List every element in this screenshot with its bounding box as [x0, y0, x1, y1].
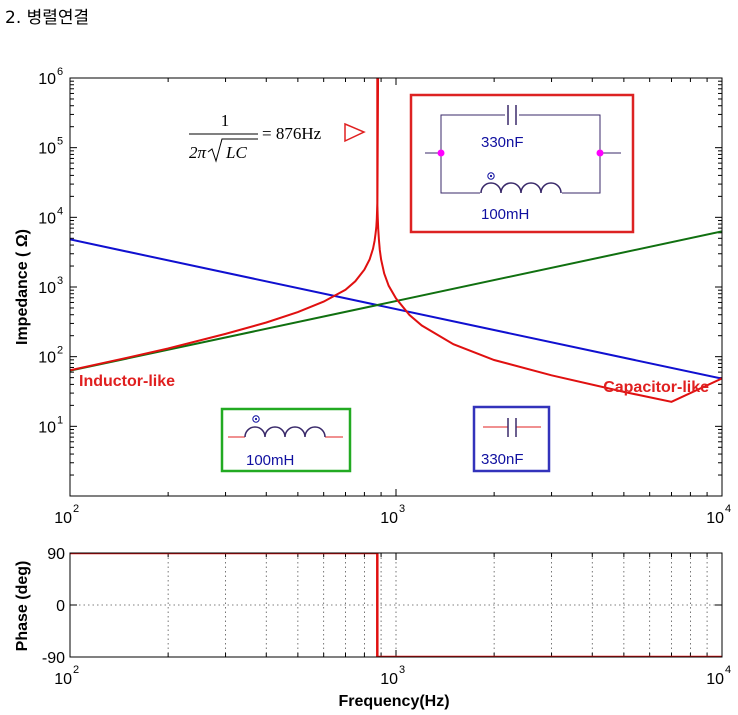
frequency-axis-title: Frequency(Hz) [338, 693, 449, 710]
inductor-like-label: Inductor-like [79, 373, 175, 390]
formula-denominator-radicand: LC [225, 143, 247, 162]
inductor-schematic: 100mH [220, 407, 352, 473]
parallel-cap-label: 330nF [481, 134, 524, 151]
formula-denominator-prefix: 2π [189, 143, 207, 162]
inductor-box [220, 407, 352, 473]
capacitor-schematic: 330nF [472, 405, 551, 473]
phase-line [70, 553, 722, 657]
x-tick-exponent: 3 [399, 503, 405, 515]
y-tick-label: 10 [38, 419, 56, 436]
y-tick-exponent: 6 [57, 66, 63, 78]
resonance-value: = 876Hz [262, 124, 322, 143]
x-tick-exponent: 4 [725, 664, 731, 676]
inductor-symbol-icon [480, 172, 562, 199]
phase-y-tick-label: -90 [42, 650, 65, 667]
capacitor-impedance-line [70, 238, 722, 380]
y-tick-exponent: 1 [57, 414, 63, 426]
page-title: 2. 병렬연결 [5, 8, 90, 28]
x-tick-label: 10 [380, 510, 398, 527]
impedance-axis-title: Impedance ( Ω) [14, 229, 31, 345]
y-tick-label: 10 [38, 141, 56, 158]
capacitor-symbol-icon [505, 105, 519, 125]
inductor-impedance-line [70, 230, 722, 372]
x-tick-exponent: 4 [725, 503, 731, 515]
inductor-box-label: 100mH [246, 452, 294, 469]
x-tick-label: 10 [706, 671, 724, 688]
y-tick-exponent: 3 [57, 275, 63, 287]
node-right-icon [596, 149, 604, 157]
x-tick-label: 10 [54, 671, 72, 688]
parallel-ind-label: 100mH [481, 206, 529, 223]
resonance-pointer-icon [344, 122, 366, 143]
x-tick-label: 10 [706, 510, 724, 527]
phase-axis-title: Phase (deg) [14, 561, 31, 652]
y-tick-label: 10 [38, 210, 56, 227]
capacitor-box [472, 405, 551, 473]
y-tick-exponent: 2 [57, 345, 63, 357]
x-tick-exponent: 2 [73, 664, 79, 676]
parallel-lc-schematic: 330nF 100mH [409, 93, 635, 234]
phase-plot-frame [69, 552, 723, 658]
capacitor-box-label: 330nF [481, 451, 524, 468]
phase-grid [70, 553, 722, 657]
sqrt-sign [207, 138, 258, 163]
formula-numerator: 1 [221, 111, 230, 130]
y-tick-exponent: 5 [57, 136, 63, 148]
y-tick-label: 10 [38, 71, 56, 88]
x-tick-label: 10 [380, 671, 398, 688]
parallel-lc-box [409, 93, 635, 234]
phase-y-tick-label: 0 [56, 598, 65, 615]
resonance-formula: 1 2π LC = 876Hz [189, 111, 366, 163]
phase-y-tick-label: 90 [47, 546, 65, 563]
y-tick-exponent: 4 [57, 205, 63, 217]
node-left-icon [437, 149, 445, 157]
inductor-coil-icon [244, 426, 326, 438]
x-tick-exponent: 3 [399, 664, 405, 676]
impedance-plot-frame [69, 77, 723, 497]
parallel-lc-impedance-line [70, 78, 722, 403]
y-tick-label: 10 [38, 280, 56, 297]
capacitor-like-label: Capacitor-like [603, 379, 709, 396]
y-tick-label: 10 [38, 350, 56, 367]
x-tick-exponent: 2 [73, 503, 79, 515]
x-tick-label: 10 [54, 510, 72, 527]
